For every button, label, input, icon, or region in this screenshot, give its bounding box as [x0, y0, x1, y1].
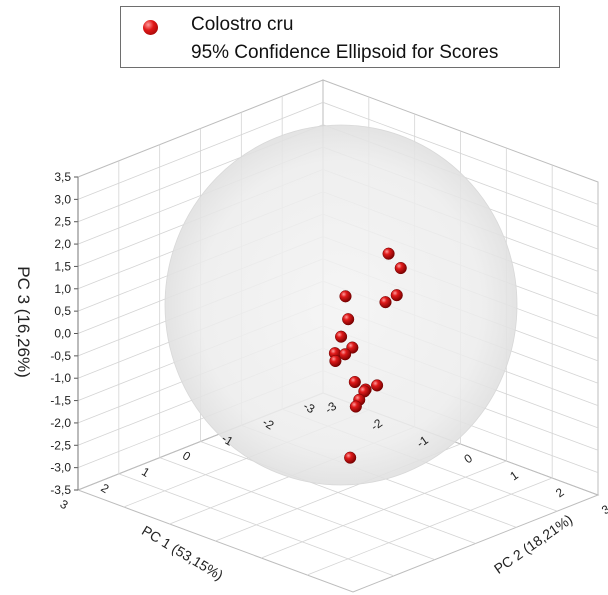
- grid-line: [77, 124, 599, 228]
- x-tick-label: 3: [58, 497, 71, 513]
- z-tick-label: 0,5: [54, 304, 71, 318]
- z-tick-label: -1,5: [50, 394, 71, 408]
- x-axis-title: PC 1 (53,15%): [139, 522, 226, 583]
- z-tick-label: -0,5: [50, 349, 71, 363]
- data-point: [371, 379, 384, 392]
- ellipsoid-surface: [164, 124, 518, 486]
- y-tick-label: 0: [461, 451, 475, 466]
- data-point: [349, 400, 362, 413]
- z-tick-label: 1,0: [54, 282, 71, 296]
- z-tick-label: -3,0: [50, 461, 71, 475]
- data-point: [390, 289, 403, 302]
- z-tick-label: -1,0: [50, 371, 71, 385]
- data-point: [329, 354, 342, 368]
- z-tick-label: 1,5: [54, 259, 71, 273]
- data-point: [339, 290, 352, 303]
- grid-line: [77, 101, 599, 205]
- z-axis-ticks: 3,5 3,0 2,5 2,0 1,5 1,0 0,5 0,0 -0,5 -1,0 -1,5 -2,0…: [50, 170, 79, 497]
- data-point: [382, 247, 395, 260]
- chart-legend: Colostro cru 95% Confidence Ellipsoid fo…: [120, 6, 560, 68]
- z-tick-label: 2,5: [54, 215, 71, 229]
- legend-ellipsoid-label: 95% Confidence Ellipsoid for Scores: [191, 42, 499, 63]
- z-tick-label: 3,5: [54, 170, 71, 184]
- x-tick-label: 2: [98, 481, 111, 497]
- z-tick-label: 0,0: [54, 327, 71, 341]
- x-tick-label: 1: [139, 465, 152, 481]
- data-points: [328, 247, 407, 464]
- z-tick-label: 3,0: [54, 192, 71, 206]
- data-point: [348, 375, 361, 389]
- legend-series-label: Colostro cru: [191, 14, 294, 35]
- y-tick-label: 3: [599, 502, 608, 517]
- z-tick-label: 2,0: [54, 237, 71, 251]
- grid-line: [307, 477, 553, 576]
- y-tick-label: 2: [553, 485, 567, 500]
- legend-series-marker: [143, 20, 158, 35]
- data-point: [394, 261, 407, 275]
- confidence-ellipsoid: [164, 124, 518, 486]
- data-point: [379, 296, 392, 309]
- grid-line: [118, 473, 394, 577]
- data-point: [344, 451, 357, 464]
- data-point: [339, 348, 352, 361]
- y-tick-label: 1: [507, 468, 521, 483]
- data-point: [342, 313, 355, 326]
- z-tick-label: -3,5: [50, 483, 71, 497]
- z-tick-label: -2,0: [50, 416, 71, 430]
- data-point: [335, 330, 348, 343]
- z-tick-label: -2,5: [50, 438, 71, 452]
- z-axis-title: PC 3 (16,26%): [14, 266, 33, 378]
- x-tick-label: 0: [180, 448, 193, 464]
